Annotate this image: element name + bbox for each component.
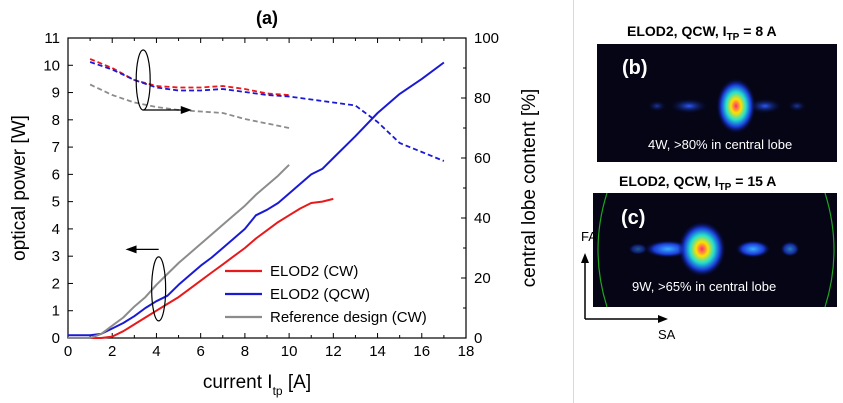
panel-c-caption: 9W, >65% in central lobe: [632, 279, 777, 294]
y-right-tick-label: 20: [474, 270, 491, 287]
panel-divider: [573, 0, 574, 403]
panel-b-beam-profile: [597, 44, 837, 162]
y-right-tick-label: 40: [474, 210, 491, 227]
panel-c-beam-image: (c) 9W, >65% in central lobe: [593, 193, 837, 307]
x-tick-label: 2: [108, 343, 116, 360]
y-left-axis-label: optical power [W]: [9, 115, 30, 261]
y-right-tick-label: 80: [474, 90, 491, 107]
panel-c-title: ELOD2, QCW, ITP = 15 A: [619, 173, 777, 193]
central-lobe-line-4: [89, 61, 445, 162]
panel-b-title: ELOD2, QCW, ITP = 8 A: [627, 23, 777, 43]
y-left-tick-label: 8: [52, 112, 60, 129]
right-axis-ellipse: [135, 49, 151, 111]
x-tick-label: 18: [458, 343, 475, 360]
x-tick-label: 0: [64, 343, 72, 360]
y-left-tick-label: 4: [52, 221, 60, 238]
x-tick-label: 10: [281, 343, 298, 360]
x-tick-label: 4: [152, 343, 160, 360]
left-axis-ellipse: [151, 256, 167, 322]
y-right-axis-label: central lobe content [%]: [519, 89, 540, 288]
x-axis-label: current Itp [A]: [203, 372, 311, 398]
y-left-tick-label: 7: [52, 139, 60, 156]
panel-b-beam-image: (b) 4W, >80% in central lobe: [597, 44, 837, 162]
legend-entry: Reference design (CW): [270, 309, 427, 326]
legend-entry: ELOD2 (CW): [270, 263, 358, 280]
y-left-tick-label: 0: [52, 330, 60, 347]
power-line-2: [68, 164, 290, 339]
y-left-tick-label: 11: [44, 30, 60, 47]
x-tick-label: 8: [241, 343, 249, 360]
power-line-1: [68, 61, 445, 337]
legend-entry: ELOD2 (QCW): [270, 286, 370, 303]
panel-c-label: (c): [621, 207, 646, 229]
y-right-tick-label: 0: [474, 330, 482, 347]
panel-c-beam-profile: [593, 193, 837, 307]
central-lobe-line-5: [89, 83, 290, 129]
plot-frame: [67, 37, 467, 339]
panel-b-caption: 4W, >80% in central lobe: [648, 137, 793, 152]
fa-arrowhead: [581, 253, 589, 263]
x-tick-label: 16: [413, 343, 430, 360]
axes-indicator: [581, 253, 668, 323]
fa-label: FA: [581, 229, 597, 244]
y-right-tick-label: 100: [474, 30, 499, 47]
x-tick-label: 14: [369, 343, 386, 360]
left-axis-arrowhead: [125, 245, 137, 254]
chart-title: (a): [256, 8, 278, 28]
y-left-tick-label: 10: [43, 57, 60, 74]
right-axis-arrowhead: [180, 106, 192, 114]
sa-label: SA: [658, 327, 676, 342]
x-tick-label: 6: [196, 343, 204, 360]
y-left-tick-label: 3: [52, 248, 60, 265]
y-right-tick-label: 60: [474, 150, 491, 167]
y-left-tick-label: 2: [52, 275, 60, 292]
power-line-0: [68, 197, 334, 339]
y-left-tick-label: 6: [52, 166, 60, 183]
sa-arrowhead: [658, 315, 668, 323]
y-left-tick-label: 5: [52, 194, 60, 211]
panel-b-label: (b): [622, 57, 648, 79]
y-left-tick-label: 9: [52, 85, 60, 102]
x-tick-label: 12: [325, 343, 342, 360]
y-left-tick-label: 1: [52, 303, 60, 320]
